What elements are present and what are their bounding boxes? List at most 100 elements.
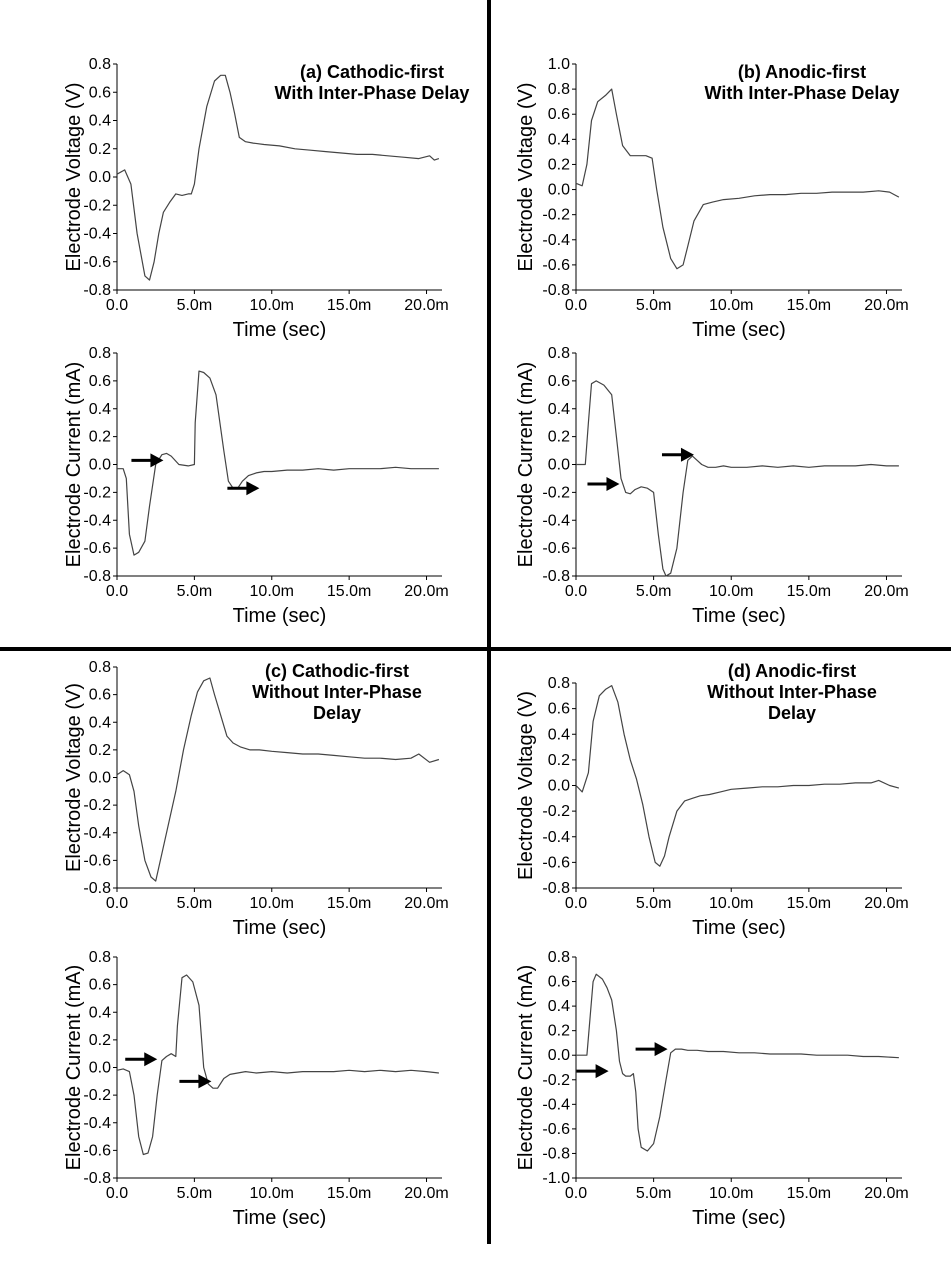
arrow-head — [654, 1042, 668, 1057]
y-tick-label: 0.0 — [548, 457, 570, 474]
x-axis-label: Time (sec) — [233, 605, 327, 627]
c-current-arrow-2 — [179, 1074, 212, 1089]
y-tick-label: -0.2 — [83, 484, 111, 501]
y-tick-label: 0.8 — [89, 345, 111, 362]
x-tick-label: 0.0 — [565, 583, 587, 600]
y-tick-label: -1.0 — [542, 1170, 570, 1187]
x-tick-label: 20.0m — [404, 1185, 448, 1202]
chart-b-voltage: 1.00.80.60.40.20.0-0.2-0.4-0.6-0.80.0 5.0… — [515, 56, 909, 341]
series-line — [576, 380, 899, 577]
y-tick-label: -0.4 — [83, 512, 111, 529]
y-axis-label: Electrode Voltage (V) — [63, 683, 85, 872]
y-tick-label: -0.8 — [542, 1145, 570, 1162]
y-tick-label: -0.6 — [83, 254, 111, 271]
y-tick-label: 0.6 — [548, 974, 570, 991]
y-tick-label: 0.6 — [89, 373, 111, 390]
chart-c-current: 0.80.60.40.20.0-0.2-0.4-0.6-0.80.0 5.0m 10… — [63, 949, 449, 1229]
y-axis-label: Electrode Current (mA) — [515, 362, 537, 568]
panel-title-line: Delay — [313, 703, 361, 723]
y-axis-label: Electrode Current (mA) — [63, 362, 85, 568]
x-axis-label: Time (sec) — [692, 1207, 786, 1229]
x-tick-label: 15.0m — [327, 297, 371, 314]
y-tick-label: -0.6 — [542, 540, 570, 557]
y-tick-label: 0.2 — [548, 752, 570, 769]
y-tick-label: 0.2 — [548, 1023, 570, 1040]
y-tick-label: 0.4 — [548, 998, 570, 1015]
x-tick-label: 15.0m — [327, 895, 371, 912]
panel-title-line: (b) Anodic-first — [738, 62, 866, 82]
y-tick-label: 0.4 — [548, 726, 570, 743]
y-tick-label: -0.6 — [83, 1142, 111, 1159]
y-tick-label: 0.2 — [89, 429, 111, 446]
x-tick-label: 15.0m — [787, 1185, 831, 1202]
y-tick-label: 0.6 — [548, 701, 570, 718]
y-tick-label: -0.2 — [542, 1072, 570, 1089]
series-line — [575, 88, 900, 270]
x-tick-label: 5.0m — [177, 583, 213, 600]
y-tick-label: 0.4 — [548, 401, 570, 418]
x-tick-label: 10.0m — [709, 297, 753, 314]
d-current-arrow-2 — [635, 1042, 668, 1057]
y-tick-label: -0.4 — [542, 512, 570, 529]
x-tick-label: 20.0m — [404, 297, 448, 314]
x-axis-label: Time (sec) — [233, 1207, 327, 1229]
panel-title-line: With Inter-Phase Delay — [275, 83, 470, 103]
chart-c-voltage: 0.80.60.40.20.0-0.2-0.4-0.6-0.80.0 5.0m 10… — [63, 659, 449, 939]
y-tick-label: 0.8 — [548, 949, 570, 966]
x-tick-label: 20.0m — [864, 1185, 908, 1202]
panel-title-line: Without Inter-Phase — [707, 682, 877, 702]
y-tick-label: 0.4 — [89, 1004, 111, 1021]
x-axis-label: Time (sec) — [233, 917, 327, 939]
x-tick-label: 0.0 — [106, 895, 128, 912]
y-tick-label: -0.8 — [542, 568, 570, 585]
y-tick-label: 0.6 — [89, 977, 111, 994]
y-tick-label: 0.8 — [89, 949, 111, 966]
chart-a-voltage: 0.80.60.40.20.0-0.2-0.4-0.6-0.80.0 5.0m 10… — [63, 56, 469, 341]
x-tick-label: 20.0m — [404, 895, 448, 912]
y-tick-label: -0.4 — [83, 226, 111, 243]
arrow-head — [150, 453, 164, 468]
x-tick-label: 20.0m — [404, 583, 448, 600]
y-tick-label: 0.0 — [89, 1060, 111, 1077]
x-tick-label: 10.0m — [709, 583, 753, 600]
x-tick-label: 0.0 — [106, 297, 128, 314]
x-tick-label: 15.0m — [787, 583, 831, 600]
y-tick-label: -0.8 — [83, 282, 111, 299]
y-tick-label: 0.8 — [548, 675, 570, 692]
x-tick-label: 5.0m — [636, 583, 672, 600]
y-tick-label: -0.2 — [542, 484, 570, 501]
y-axis-label: Electrode Voltage (V) — [515, 83, 537, 272]
x-tick-label: 20.0m — [864, 583, 908, 600]
series-line — [116, 974, 439, 1156]
a-current-arrow-2 — [227, 481, 260, 496]
x-tick-label: 10.0m — [250, 297, 294, 314]
y-tick-label: -0.6 — [542, 854, 570, 871]
y-tick-label: 0.6 — [89, 687, 111, 704]
y-tick-label: 0.8 — [89, 56, 111, 73]
y-tick-label: 0.6 — [548, 106, 570, 123]
x-tick-label: 20.0m — [864, 895, 908, 912]
x-tick-label: 5.0m — [177, 895, 213, 912]
y-tick-label: -0.4 — [542, 829, 570, 846]
x-tick-label: 5.0m — [636, 297, 672, 314]
x-tick-label: 10.0m — [250, 1185, 294, 1202]
arrow-head — [198, 1074, 212, 1089]
b-current-arrow-1 — [587, 477, 620, 492]
y-tick-label: 0.0 — [548, 778, 570, 795]
y-tick-label: 0.4 — [89, 714, 111, 731]
b-current-arrow-2 — [661, 447, 694, 462]
y-tick-label: 1.0 — [548, 56, 570, 73]
y-tick-label: -0.8 — [83, 1170, 111, 1187]
y-tick-label: 0.2 — [89, 742, 111, 759]
arrow-head — [144, 1052, 158, 1067]
y-tick-label: -0.4 — [83, 825, 111, 842]
y-axis-label: Electrode Current (mA) — [515, 965, 537, 1171]
y-axis-label: Electrode Voltage (V) — [515, 691, 537, 880]
y-tick-label: 0.2 — [548, 156, 570, 173]
series-line — [576, 973, 899, 1152]
arrow-head — [606, 477, 620, 492]
y-tick-label: -0.2 — [542, 207, 570, 224]
y-tick-label: -0.8 — [542, 880, 570, 897]
y-tick-label: -0.6 — [542, 1121, 570, 1138]
